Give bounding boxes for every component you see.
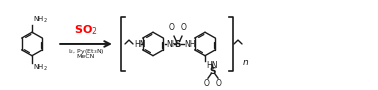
- Text: I$_2$, Py(Et$_3$N): I$_2$, Py(Et$_3$N): [68, 47, 104, 56]
- Text: S: S: [210, 67, 216, 76]
- Text: HN: HN: [134, 40, 146, 49]
- Text: NH$_2$: NH$_2$: [33, 15, 48, 25]
- Text: NH: NH: [184, 40, 195, 49]
- Text: O: O: [204, 79, 210, 88]
- Text: O: O: [181, 23, 187, 32]
- Text: O: O: [169, 23, 175, 32]
- Text: n: n: [243, 58, 249, 67]
- Text: S: S: [175, 40, 181, 49]
- Text: SO$_2$: SO$_2$: [74, 23, 98, 37]
- Text: O: O: [216, 79, 222, 88]
- Text: NH$_2$: NH$_2$: [33, 63, 48, 73]
- Text: MeCN: MeCN: [77, 54, 95, 59]
- Text: NH: NH: [166, 40, 178, 49]
- Text: HN: HN: [206, 61, 217, 70]
